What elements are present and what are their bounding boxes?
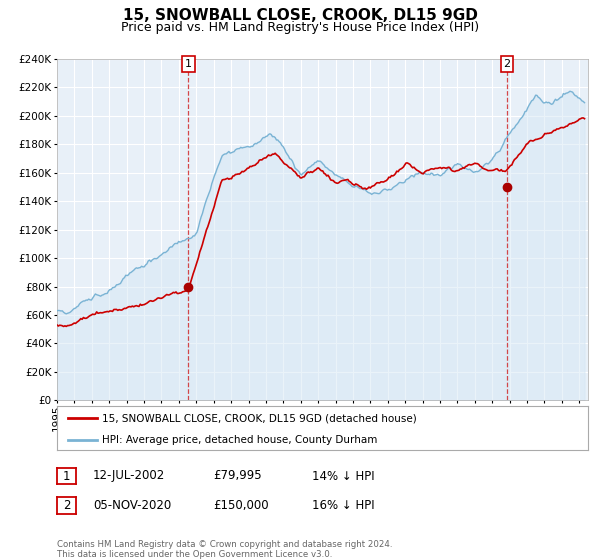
Text: 15, SNOWBALL CLOSE, CROOK, DL15 9GD: 15, SNOWBALL CLOSE, CROOK, DL15 9GD (122, 8, 478, 24)
Text: 14% ↓ HPI: 14% ↓ HPI (312, 469, 374, 483)
Text: 15, SNOWBALL CLOSE, CROOK, DL15 9GD (detached house): 15, SNOWBALL CLOSE, CROOK, DL15 9GD (det… (102, 413, 417, 423)
Text: 1: 1 (63, 469, 70, 483)
Text: 16% ↓ HPI: 16% ↓ HPI (312, 499, 374, 512)
Text: £150,000: £150,000 (213, 499, 269, 512)
Text: 12-JUL-2002: 12-JUL-2002 (93, 469, 165, 483)
Text: £79,995: £79,995 (213, 469, 262, 483)
Text: HPI: Average price, detached house, County Durham: HPI: Average price, detached house, Coun… (102, 435, 377, 445)
Text: 1: 1 (185, 59, 192, 69)
Text: Price paid vs. HM Land Registry's House Price Index (HPI): Price paid vs. HM Land Registry's House … (121, 21, 479, 34)
Text: Contains HM Land Registry data © Crown copyright and database right 2024.
This d: Contains HM Land Registry data © Crown c… (57, 540, 392, 559)
Text: 05-NOV-2020: 05-NOV-2020 (93, 499, 171, 512)
Text: 2: 2 (503, 59, 511, 69)
Text: 2: 2 (63, 499, 70, 512)
